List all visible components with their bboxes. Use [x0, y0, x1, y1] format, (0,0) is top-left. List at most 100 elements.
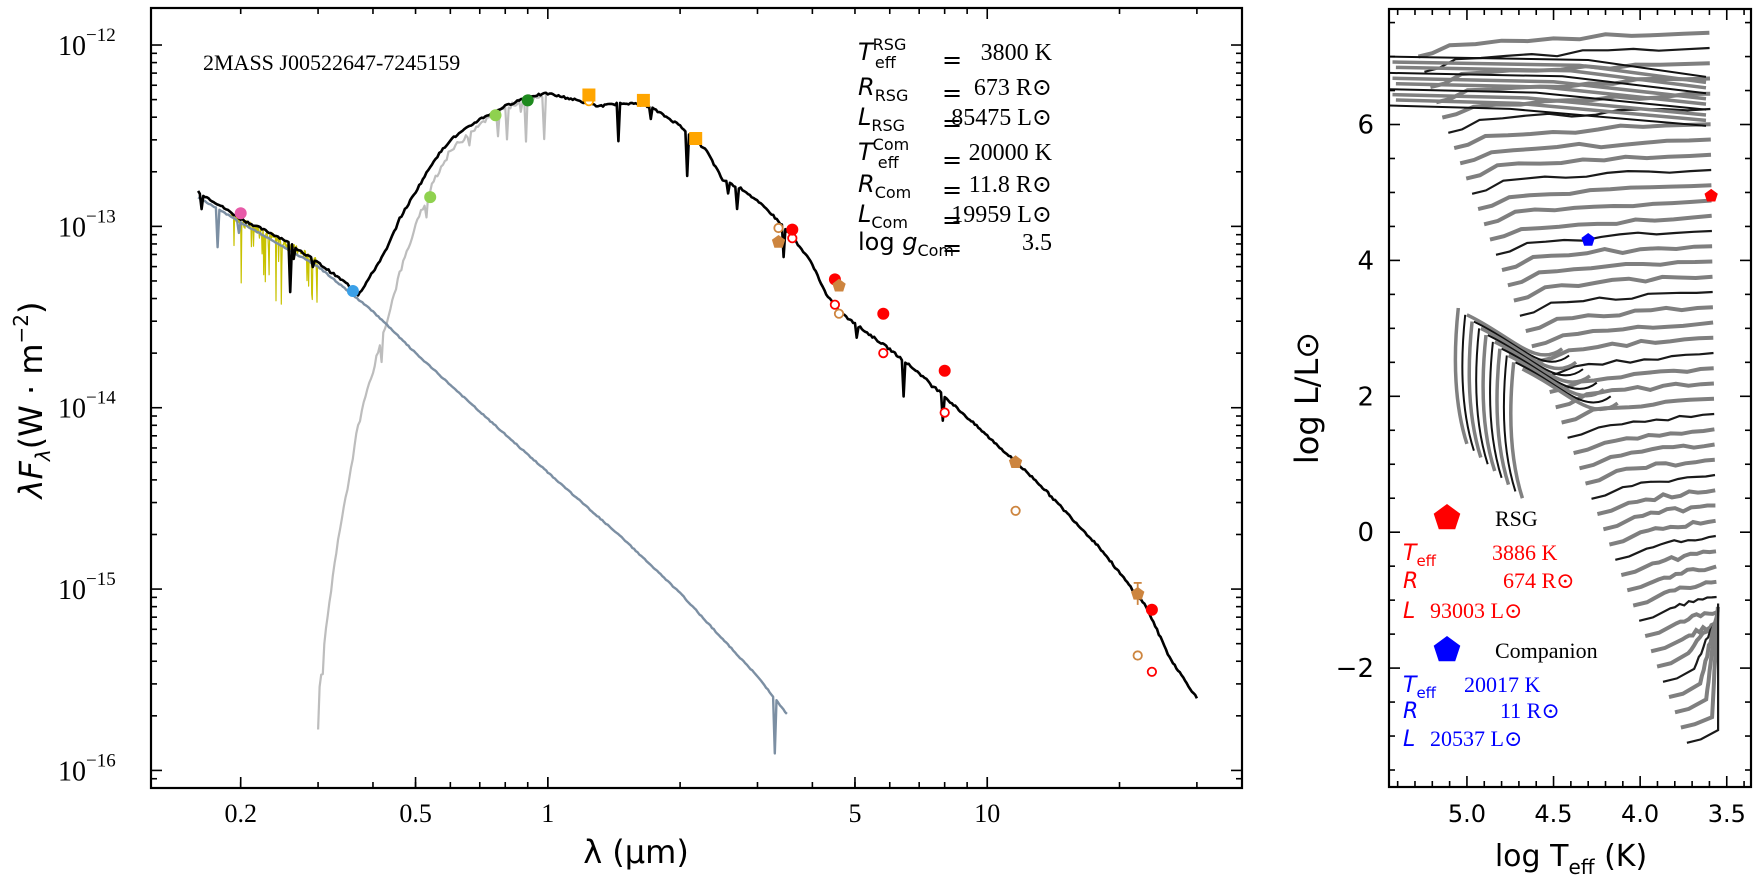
legend-rsg-teff-sub: eff [1416, 552, 1436, 570]
hrd-ytick-label-3: 0 [1357, 518, 1374, 548]
hrd-points [1581, 188, 1718, 246]
sed-synthetic-point-9 [1146, 666, 1158, 677]
sed-ylabel-main: λF [12, 461, 50, 501]
sed-observed-point-3 [489, 109, 502, 122]
hrd-upper-track-9 [1389, 104, 1707, 127]
hrd-ytick-label-1: 4 [1357, 246, 1374, 276]
hrd-xtick-label-2: 4.0 [1621, 800, 1659, 828]
sed-synthetic-point-5 [878, 347, 889, 359]
legend-rsg-r: 674 R⊙ [1503, 568, 1575, 593]
sed-xtick-label-2: 1 [541, 799, 554, 828]
hrd-track-25 [1567, 412, 1715, 439]
hrd-xlabel: log Teff (K) [1495, 839, 1647, 879]
sed-synthetic-point-3 [829, 299, 841, 310]
hrd-loop-track-3 [1475, 328, 1584, 465]
sed-ylabel-units: (W · m [12, 343, 50, 449]
hrd-track-15 [1507, 259, 1713, 288]
hrd-track-17 [1519, 290, 1713, 317]
hrd-track-18 [1525, 305, 1713, 334]
legend-rsg-teff-sym: T [1403, 541, 1418, 566]
sed-synthetic-point-8 [1132, 650, 1143, 661]
hrd-track-21 [1543, 351, 1714, 378]
hrd-track-20 [1537, 335, 1714, 364]
legend-rsg-title: RSG [1495, 506, 1538, 531]
hrd-upper-track-7 [1392, 92, 1707, 117]
hrd-tick-labels: 5.0 4.5 4.0 3.5 6 4 2 0 −2 [1336, 111, 1746, 829]
sed-plot-frame [149, 6, 1244, 790]
hrd-loop-track-7 [1502, 355, 1612, 492]
legend-companion-title: Companion [1495, 638, 1598, 663]
hrd-track-40 [1656, 619, 1719, 669]
legend-companion-marker [1433, 636, 1461, 662]
hrd-track-33 [1615, 534, 1716, 561]
legend-com-teff-sub: eff [1416, 684, 1436, 702]
sed-panel: 0.2 0.5 1 5 10 10−12 10−13 10−14 10−15 10−16 2MAS… [9, 6, 1244, 871]
sed-params: TRSG eff = 3800 K RRSG = 673 R⊙ LRSG =85475 L⊙ TC… [858, 35, 1053, 262]
hrd-loop-track-6 [1495, 348, 1605, 486]
hrd-track-14 [1501, 244, 1713, 273]
sed-param-value-1: 673 R⊙ [974, 75, 1052, 101]
sed-param-5: LCom = [858, 200, 962, 234]
sed-observed-point-7 [689, 132, 703, 145]
legend-rsg-teff: 3886 K [1492, 540, 1558, 565]
hrd-track-30 [1596, 488, 1716, 517]
hrd-track-6 [1453, 122, 1711, 151]
hrd-xtick-label-3: 3.5 [1708, 800, 1746, 828]
sed-ytick-label-2: 10−14 [58, 388, 116, 425]
sed-ticks [151, 8, 1242, 789]
sed-tick-labels: 0.2 0.5 1 5 10 10−12 10−13 10−14 10−15 10−16 [58, 25, 1000, 828]
hrd-loop-track-2 [1467, 321, 1578, 459]
sed-observed-point-2 [424, 191, 437, 204]
hrd-loop-track-0 [1453, 307, 1564, 445]
hrd-xlabel-sub: eff [1568, 855, 1595, 879]
sed-xtick-label-0: 0.2 [224, 799, 257, 828]
hrd-upper-track-1 [1392, 60, 1707, 85]
legend-rsg-values: Teff 3886 K R 674 R⊙ L 93003 L⊙ [1403, 540, 1575, 624]
legend-com-r: 11 R⊙ [1500, 698, 1560, 723]
hrd-ytick-label-2: 2 [1357, 382, 1374, 412]
hrd-xtick-label-0: 5.0 [1448, 800, 1486, 828]
hrd-track-31 [1602, 503, 1716, 532]
hrd-xlabel-main: log T [1495, 839, 1569, 874]
legend-com-l: 20537 L⊙ [1430, 726, 1522, 751]
sed-observed-point-8 [771, 235, 786, 248]
sed-synthetic-point-7 [1010, 505, 1021, 516]
sed-observed-point-4 [521, 94, 534, 107]
hrd-loop-track-4 [1481, 334, 1591, 472]
hrd-upper-track-3 [1389, 71, 1707, 95]
sed-ylabel-units-close: ) [12, 302, 50, 314]
hrd-track-35 [1626, 564, 1717, 593]
hrd-upper-track-6 [1389, 88, 1707, 111]
hrd-track-13 [1495, 229, 1712, 256]
hrd-track-8 [1465, 152, 1712, 181]
sed-param-0: TRSG eff = [858, 35, 962, 74]
hrd-track-26 [1573, 427, 1715, 456]
hrd-track-1 [1424, 46, 1710, 73]
hrd-upper-track-5 [1395, 81, 1707, 106]
hrd-track-36 [1632, 579, 1717, 608]
hrd-track-16 [1513, 274, 1713, 303]
sed-param-2: LRSG = [858, 103, 962, 137]
sed-param-3: TCom eff = [858, 135, 962, 174]
hrd-tracks [1389, 30, 1720, 744]
sed-curve-companion-model [197, 196, 788, 755]
hrd-track-44 [1680, 606, 1720, 730]
legend-com-teff: 20017 K [1464, 672, 1541, 697]
hrd-track-0 [1417, 30, 1710, 59]
sed-param-4: RCom = [858, 170, 962, 204]
legend-rsg-l-sym: L [1403, 599, 1415, 624]
hrd-track-32 [1608, 518, 1716, 547]
legend-rsg-marker [1433, 504, 1461, 530]
hrd-upper-track-2 [1395, 65, 1707, 90]
legend-com-r-sym: R [1403, 699, 1418, 724]
hrd-track-7 [1459, 137, 1711, 166]
sed-param-1: RRSG = [858, 73, 962, 107]
hrd-track-29 [1591, 473, 1716, 500]
legend-rsg-r-sym: R [1403, 569, 1418, 594]
hrd-legend: RSG Teff 3886 K R 674 R⊙ L 93003 L⊙ Compani… [1403, 504, 1598, 752]
hrd-track-5 [1448, 107, 1711, 134]
